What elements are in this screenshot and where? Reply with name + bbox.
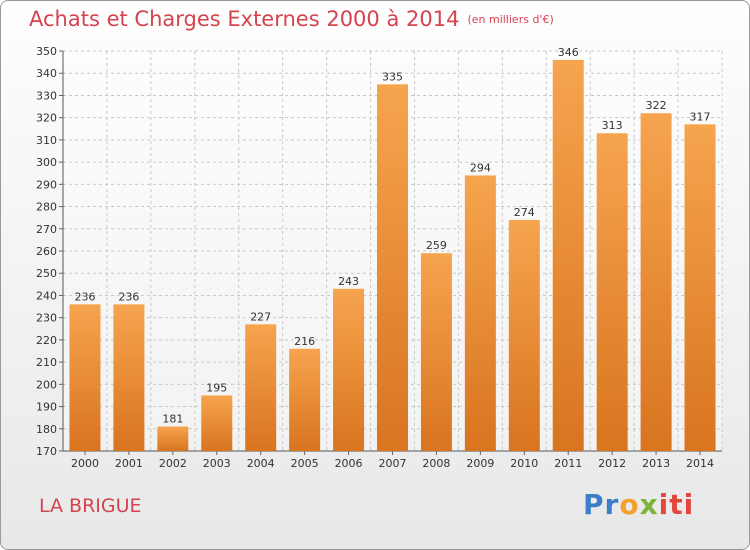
chart-title-text: Achats et Charges Externes 2000 à 2014 bbox=[29, 7, 460, 31]
x-tick-label: 2003 bbox=[203, 457, 231, 470]
bar bbox=[289, 348, 321, 451]
y-tick-label: 170 bbox=[36, 445, 57, 458]
bar bbox=[552, 59, 584, 452]
x-tick-label: 2010 bbox=[510, 457, 538, 470]
bar bbox=[464, 175, 496, 451]
y-tick-label: 180 bbox=[36, 423, 57, 436]
bar-value-label: 346 bbox=[558, 46, 579, 59]
x-tick-label: 2013 bbox=[642, 457, 670, 470]
bar-value-label: 294 bbox=[470, 161, 491, 174]
x-tick-label: 2006 bbox=[335, 457, 363, 470]
y-tick-label: 330 bbox=[36, 89, 57, 102]
bar bbox=[420, 253, 452, 451]
x-tick-label: 2014 bbox=[686, 457, 714, 470]
chart-title: Achats et Charges Externes 2000 à 2014 (e… bbox=[29, 7, 554, 31]
y-tick-label: 190 bbox=[36, 401, 57, 414]
bar bbox=[684, 124, 716, 451]
x-tick-label: 2007 bbox=[379, 457, 407, 470]
x-tick-label: 2001 bbox=[115, 457, 143, 470]
y-tick-label: 310 bbox=[36, 134, 57, 147]
x-tick-label: 2005 bbox=[291, 457, 319, 470]
x-tick-label: 2002 bbox=[159, 457, 187, 470]
y-tick-label: 300 bbox=[36, 156, 57, 169]
x-tick-label: 2008 bbox=[422, 457, 450, 470]
y-tick-label: 350 bbox=[36, 45, 57, 58]
bar-value-label: 216 bbox=[294, 335, 315, 348]
bar-value-label: 236 bbox=[118, 290, 139, 303]
commune-name: LA BRIGUE bbox=[39, 495, 142, 517]
x-tick-label: 2004 bbox=[247, 457, 275, 470]
x-tick-label: 2009 bbox=[466, 457, 494, 470]
y-tick-label: 220 bbox=[36, 334, 57, 347]
y-tick-label: 200 bbox=[36, 378, 57, 391]
x-tick-label: 2012 bbox=[598, 457, 626, 470]
proxiti-logo: Proxiti bbox=[583, 488, 694, 521]
bar-value-label: 181 bbox=[162, 413, 183, 426]
bar-value-label: 243 bbox=[338, 275, 359, 288]
y-tick-label: 240 bbox=[36, 289, 57, 302]
bar-value-label: 227 bbox=[250, 310, 271, 323]
bar bbox=[245, 324, 277, 451]
y-tick-label: 210 bbox=[36, 356, 57, 369]
bar bbox=[113, 304, 145, 451]
y-tick-label: 290 bbox=[36, 178, 57, 191]
bar-value-label: 195 bbox=[206, 381, 227, 394]
bar-value-label: 322 bbox=[646, 99, 667, 112]
bar bbox=[640, 113, 672, 451]
y-tick-label: 230 bbox=[36, 312, 57, 325]
y-tick-label: 340 bbox=[36, 67, 57, 80]
logo-part: iti bbox=[658, 488, 695, 521]
bar bbox=[157, 426, 189, 451]
y-tick-label: 280 bbox=[36, 201, 57, 214]
y-tick-label: 270 bbox=[36, 223, 57, 236]
y-tick-label: 320 bbox=[36, 112, 57, 125]
bar bbox=[201, 395, 233, 451]
logo-part: x bbox=[639, 488, 659, 521]
chart-subtitle: (en milliers d'€) bbox=[467, 13, 554, 26]
bar-value-label: 335 bbox=[382, 70, 403, 83]
y-tick-label: 260 bbox=[36, 245, 57, 258]
bar-value-label: 313 bbox=[602, 119, 623, 132]
bar-value-label: 236 bbox=[74, 290, 95, 303]
bar bbox=[333, 288, 365, 451]
logo-part: o bbox=[619, 488, 640, 521]
logo-part: Pr bbox=[583, 488, 620, 521]
x-tick-label: 2011 bbox=[554, 457, 582, 470]
bar-value-label: 317 bbox=[690, 110, 711, 123]
bar bbox=[508, 219, 540, 451]
bar-value-label: 274 bbox=[514, 206, 535, 219]
bar bbox=[377, 84, 408, 451]
bar bbox=[596, 133, 628, 451]
bar-value-label: 259 bbox=[426, 239, 447, 252]
bar bbox=[69, 304, 101, 451]
y-tick-label: 250 bbox=[36, 267, 57, 280]
x-tick-label: 2000 bbox=[71, 457, 99, 470]
